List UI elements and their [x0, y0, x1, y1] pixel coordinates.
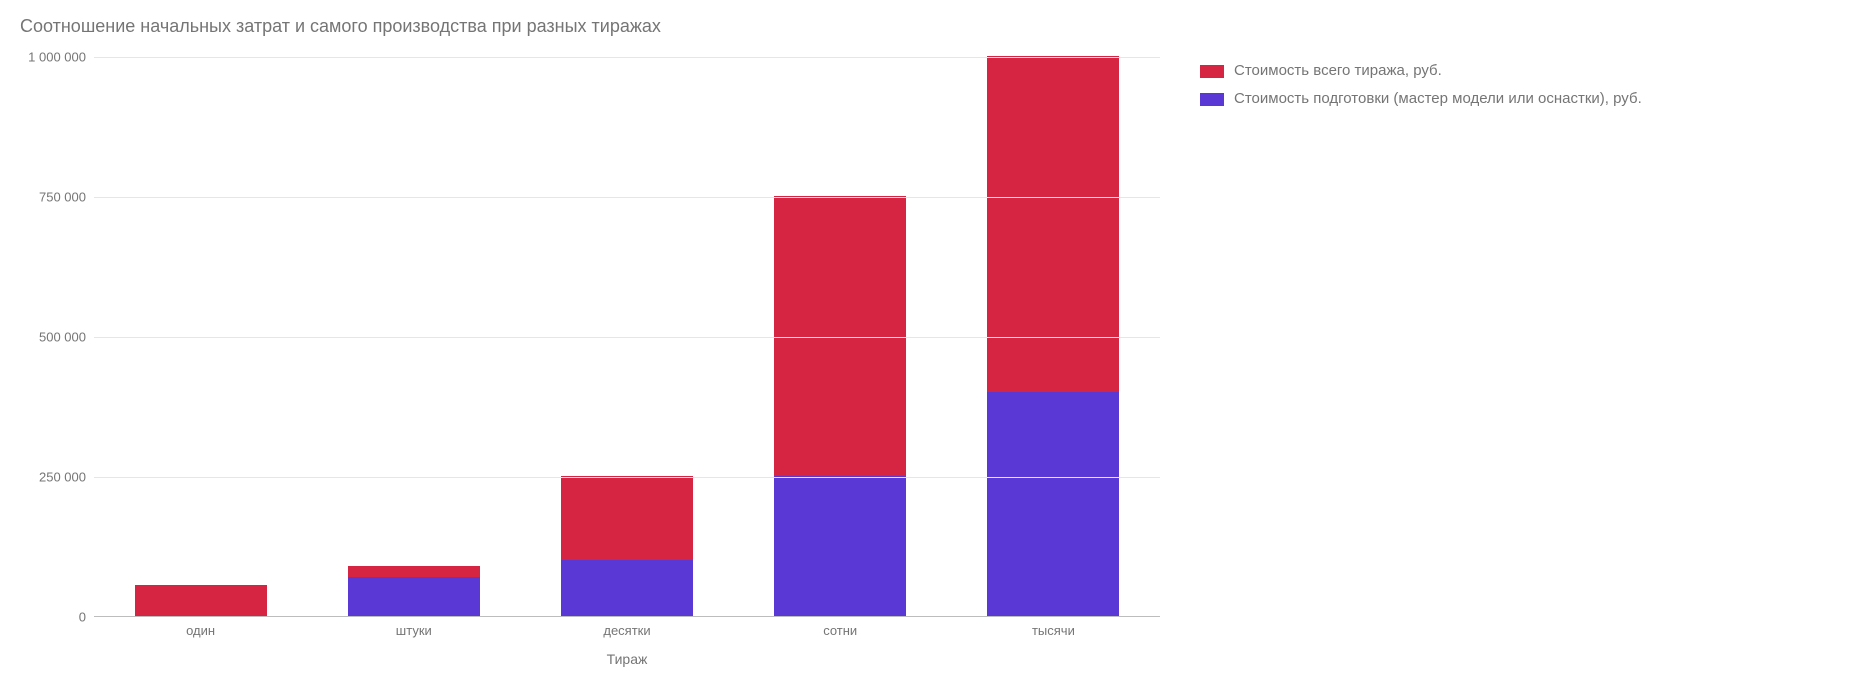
y-tick-label: 0 — [79, 610, 86, 625]
gridline — [94, 337, 1160, 338]
gridline — [94, 477, 1160, 478]
bar-segment-prep — [348, 577, 480, 616]
plot-area — [94, 57, 1160, 617]
x-tick-label: десятки — [603, 623, 650, 638]
plot-row: 0250 000500 000750 0001 000 000 — [20, 57, 1160, 617]
x-axis-title: Тираж — [607, 651, 648, 667]
bar-segment-prep — [561, 560, 693, 616]
bar-group — [774, 196, 906, 616]
y-axis: 0250 000500 000750 0001 000 000 — [20, 57, 94, 617]
x-tick-label: один — [186, 623, 215, 638]
legend-swatch — [1200, 93, 1224, 106]
y-tick-label: 500 000 — [39, 330, 86, 345]
bar-segment-total — [987, 56, 1119, 392]
legend-label: Стоимость подготовки (мастер модели или … — [1234, 89, 1642, 109]
x-axis-row: Тираж один штуки десятки сотни тысячи — [20, 617, 1160, 677]
bar-segment-prep — [987, 392, 1119, 616]
bar-segment-prep — [774, 476, 906, 616]
x-tick-label: тысячи — [1032, 623, 1075, 638]
gridline — [94, 57, 1160, 58]
legend-item-total: Стоимость всего тиража, руб. — [1200, 61, 1642, 81]
bar-group — [987, 56, 1119, 616]
x-tick-label: сотни — [823, 623, 857, 638]
bar-segment-total — [348, 566, 480, 577]
y-tick-label: 750 000 — [39, 190, 86, 205]
chart-container: Соотношение начальных затрат и самого пр… — [0, 0, 1861, 700]
bar-group — [561, 476, 693, 616]
legend: Стоимость всего тиража, руб. Стоимость по… — [1200, 57, 1642, 677]
bar-segment-total — [774, 196, 906, 476]
y-tick-label: 1 000 000 — [28, 50, 86, 65]
legend-item-prep: Стоимость подготовки (мастер модели или … — [1200, 89, 1642, 109]
bar-group — [348, 566, 480, 616]
x-axis: Тираж один штуки десятки сотни тысячи — [94, 617, 1160, 677]
chart-body: 0250 000500 000750 0001 000 000 Тираж од… — [20, 57, 1841, 677]
plot-wrap: 0250 000500 000750 0001 000 000 Тираж од… — [20, 57, 1160, 677]
legend-label: Стоимость всего тиража, руб. — [1234, 61, 1442, 81]
chart-title: Соотношение начальных затрат и самого пр… — [20, 16, 1841, 37]
bar-segment-total — [135, 585, 267, 616]
y-tick-label: 250 000 — [39, 470, 86, 485]
x-tick-label: штуки — [396, 623, 432, 638]
bar-group — [135, 585, 267, 616]
bar-segment-total — [561, 476, 693, 560]
legend-swatch — [1200, 65, 1224, 78]
gridline — [94, 197, 1160, 198]
x-axis-spacer — [20, 617, 94, 677]
